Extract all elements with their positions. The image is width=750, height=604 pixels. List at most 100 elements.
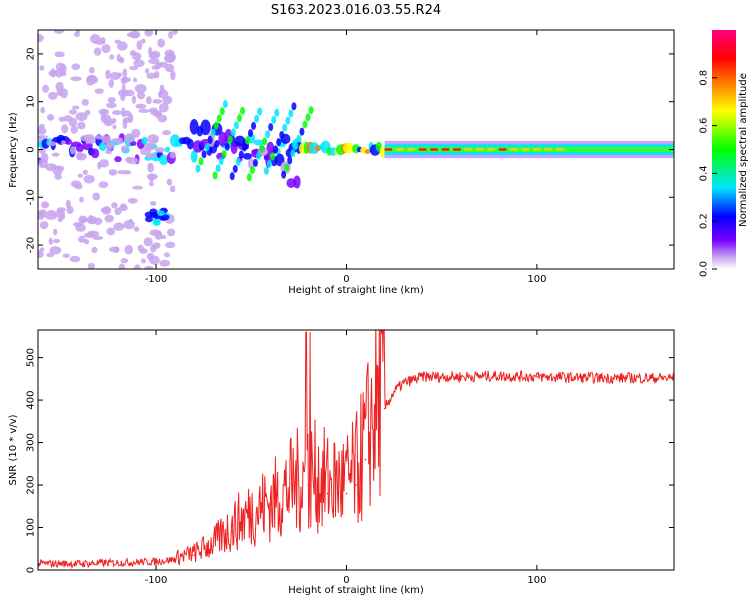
spectrogram-cell [76,152,87,161]
spectrogram-cell [120,91,126,102]
spectrogram-cell [242,152,252,160]
spectrogram-cell [104,214,115,223]
spectrogram-cell [54,51,65,58]
spectrogram-cell [127,157,139,165]
spectrogram-cell [116,72,123,78]
spectrogram-cell [66,205,74,214]
band-peak [521,148,530,151]
spectrogram-cell [111,138,122,143]
spectrogram-cell [164,54,176,64]
spectrogram-cell [133,226,140,232]
spectrogram-cell [49,246,62,255]
spectrogram-cell [124,89,135,97]
spectrogram-cell [101,134,111,144]
spectrogram-cell [144,265,154,269]
spectrogram-cell [308,142,320,155]
spectrogram-cell [270,152,276,161]
spectrogram-cell [52,166,63,176]
spectrogram-cell [224,142,230,151]
spectrogram-cell [186,138,194,150]
spectrogram-cell [207,135,213,144]
snr-point [650,377,652,379]
spectrogram-cell [200,119,211,136]
spectrogram-cell [87,262,95,269]
snr-point [612,377,614,379]
snr-marks [38,330,674,570]
snr-point [326,492,329,495]
spectrogram-cell [41,201,50,209]
spectrogram-cell [308,106,314,115]
spectrogram-cell [118,263,126,269]
spectrogram-cell [51,152,60,157]
spectrogram-cell [77,173,84,178]
y-tick-label: 0 [26,567,37,573]
spectrogram-cell [133,77,138,83]
spectrogram-cell [169,151,176,159]
colorbar: 0.0 0.2 0.4 0.6 0.8 Normalized spectral ampl… [699,30,749,277]
y-tick-label: 10 [26,95,37,108]
spectrogram-cell [70,125,78,134]
spectrogram-cell [71,105,80,110]
spectrogram-cell [222,100,228,109]
spectrogram-cell [62,253,70,258]
spectrogram-cell [158,154,169,166]
spectrogram-cell [285,116,291,125]
spectrogram-cell [120,145,130,152]
spectrogram-cell [71,63,81,71]
spectrogram-cell [144,142,156,151]
spectrogram-cell [241,143,247,152]
spectrogram-cell [159,259,171,267]
spectrogram-cell [273,145,279,154]
spectrogram-cell [138,108,150,114]
spectrogram-cell [145,153,157,158]
spectrogram-cell [105,149,113,155]
spectrogram-cell [214,140,220,148]
colorbar-gradient [712,30,736,269]
spectrogram-marks [38,30,674,269]
spectrogram-cell [190,149,198,163]
spectrogram-cell [254,114,260,123]
spectrogram-cell [94,88,104,94]
y-tick-label: 20 [26,48,37,61]
spectrogram-cell [46,114,55,121]
snr-series-line [38,330,674,570]
spectrogram-cell [281,170,287,179]
band-peak [441,148,450,151]
snr-point [288,496,291,499]
spectrogram-cell [114,156,122,163]
spectrogram-cell [38,249,44,259]
snr-point [393,390,395,393]
spectrogram-cell [39,164,48,169]
spectrogram-cell [162,95,173,105]
spectrogram-cell [120,203,127,209]
spectrogram-cell [379,146,386,158]
spectrogram-cell [151,65,161,70]
snr-point [374,429,376,431]
spectrogram-cell [75,223,87,232]
spectrogram-cell [39,209,48,218]
spectrogram-cell [128,66,139,71]
spectrogram-cell [144,30,154,37]
spectrogram-cell [172,30,178,35]
spectrogram-cell [122,110,132,117]
spectrogram-cell [264,166,270,175]
snr-point [231,530,234,533]
spectrogram-cell [290,149,296,158]
spectrogram-cell [145,216,154,223]
spectrogram-cell [108,78,115,88]
spectrogram-cell [74,183,83,190]
band-peak [453,148,461,151]
spectrogram-cell [128,32,140,38]
spectrogram-ylabel: Frequency (Hz) [8,112,19,188]
spectrogram-cell [233,121,239,130]
spectrogram-cell [109,54,115,60]
spectrogram-cell [93,47,102,56]
spectrogram-cell [82,169,88,175]
spectrogram-cell [282,123,288,132]
spectrogram-cell [296,134,302,143]
spectrogram-cell [106,102,117,109]
spectrogram-cell [167,228,176,237]
band-peak [544,148,553,151]
